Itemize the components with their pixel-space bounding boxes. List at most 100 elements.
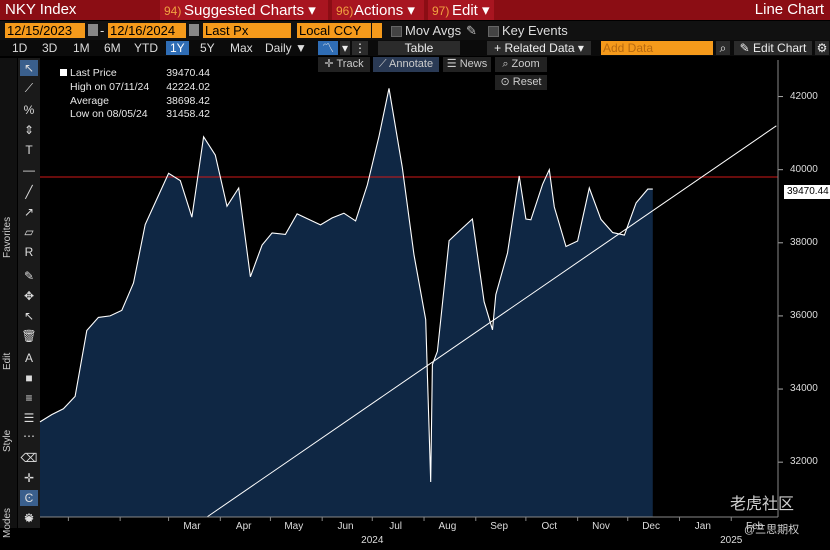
last-price-axis-label: 39470.44 <box>784 185 830 199</box>
magnet-icon[interactable]: Ͼ <box>20 490 38 506</box>
table-button[interactable]: Table <box>378 41 460 55</box>
period-3d[interactable]: 3D <box>42 41 58 55</box>
title-bar: NKY Index 94) Suggested Charts ▾ 96) Act… <box>0 0 830 20</box>
add-data-search-icon[interactable]: ⌕ <box>716 41 730 55</box>
horizontal-line-tool-icon[interactable]: — <box>23 163 35 177</box>
draw-line-tool-icon[interactable]: ⟋ <box>24 81 34 95</box>
y-tick-label: 36000 <box>790 309 818 321</box>
measure-tool-icon[interactable]: ⇕ <box>23 123 35 137</box>
line-chart-icon[interactable]: 〽 <box>318 41 338 55</box>
text-tool-icon[interactable]: T <box>25 143 33 157</box>
select-tool-icon[interactable]: ↖ <box>23 309 35 323</box>
year-label: 2025 <box>720 535 743 546</box>
x-tick-label: Jan <box>694 521 711 532</box>
period-1m[interactable]: 1M <box>73 41 90 55</box>
style-label: Style <box>2 429 13 452</box>
reset-button[interactable]: ⊙ Reset <box>495 75 547 90</box>
legend-low-value: 31458.42 <box>166 108 210 120</box>
period-max[interactable]: Max <box>230 41 253 55</box>
x-tick-label: Apr <box>235 521 252 532</box>
edit-chart-button[interactable]: ✎ Edit Chart <box>734 41 812 55</box>
x-tick-label: Aug <box>438 521 457 532</box>
edit-label: Edit <box>2 352 13 370</box>
legend-high-value: 42224.02 <box>166 81 210 93</box>
x-tick-label: Nov <box>592 521 610 532</box>
zoom-button[interactable]: ⌕ Zoom <box>495 57 547 72</box>
favorites-label: Favorites <box>2 216 13 258</box>
menu-number: 94) <box>164 4 182 18</box>
trash-icon[interactable]: 🗑 <box>21 329 37 343</box>
menu-label: Suggested Charts ▾ <box>184 2 316 19</box>
y-tick-label: 38000 <box>790 236 818 248</box>
field-select[interactable]: Last Px <box>203 23 291 38</box>
track-button[interactable]: ✛ Track <box>318 57 370 72</box>
y-tick-label: 40000 <box>790 163 818 175</box>
x-tick-label: Oct <box>541 521 558 532</box>
chart-options-gear-icon[interactable]: ⚙ <box>815 41 829 55</box>
y-tick-label: 34000 <box>790 383 818 395</box>
chart-type-label: Line Chart <box>754 1 824 18</box>
period-5y[interactable]: 5Y <box>200 41 215 55</box>
period-6m[interactable]: 6M <box>104 41 121 55</box>
crosshair-icon[interactable]: ✛ <box>23 471 35 485</box>
legend-last-value: 39470.44 <box>166 67 210 79</box>
series-swatch <box>60 69 67 76</box>
trendline-tool-icon[interactable]: ╱ <box>25 185 33 199</box>
period-1d[interactable]: 1D <box>12 41 28 55</box>
x-tick-label: Dec <box>642 521 660 532</box>
x-tick-label: Mar <box>183 521 201 532</box>
chart-style-dropdown[interactable]: ▾ <box>340 41 350 55</box>
edit-menu[interactable]: 97) Edit ▾ <box>428 0 494 20</box>
annotate-button[interactable]: ⟋ Annotate <box>373 57 439 72</box>
legend-average-value: 38698.42 <box>166 95 210 107</box>
drawing-toolbar: ↖ ⟋ % ⇕ T — ╱ ↗ ▱ R ✎ ✥ ↖ 🗑 A ■ ≡ ☰ ⋯ ⌫ … <box>18 58 40 528</box>
period-ytd[interactable]: YTD <box>134 41 158 55</box>
price-line <box>39 88 653 483</box>
move-tool-icon[interactable]: ✥ <box>23 289 35 303</box>
end-date-field[interactable]: 12/16/2024 <box>108 23 186 38</box>
channel-tool-icon[interactable]: ▱ <box>24 225 34 239</box>
calendar-icon[interactable] <box>189 24 199 36</box>
settings-gear-icon[interactable]: ⚙ <box>23 511 35 525</box>
pointer-tool-icon[interactable]: ↖ <box>20 60 38 76</box>
actions-menu[interactable]: 96) Actions ▾ <box>332 0 424 20</box>
font-style-icon[interactable]: A <box>24 351 33 365</box>
bar-style-icon[interactable]: ⋮ <box>352 41 368 55</box>
fill-color-icon[interactable]: ■ <box>25 371 33 385</box>
trendline <box>206 125 777 518</box>
currency-dropdown-arrow[interactable] <box>372 23 382 38</box>
color-palette-icon[interactable]: ● <box>25 511 33 525</box>
period-bar: 1D 3D 1M 6M YTD 1Y 5Y Max Daily ▼ 〽 ▾ ⋮ … <box>0 40 830 56</box>
key-events-checkbox[interactable] <box>488 26 499 37</box>
x-tick-label: Jun <box>337 521 354 532</box>
retracement-tool-icon[interactable]: R <box>24 245 34 259</box>
watermark-user: @三思期权 <box>744 524 800 536</box>
line-weight-icon[interactable]: ≡ <box>25 391 33 405</box>
mov-avgs-checkbox[interactable] <box>391 26 402 37</box>
percent-tool-icon[interactable]: % <box>23 103 35 117</box>
period-1y[interactable]: 1Y <box>166 41 189 55</box>
related-data-button[interactable]: + Related Data ▾ <box>487 41 591 55</box>
y-tick-label: 32000 <box>790 456 818 468</box>
frequency-select[interactable]: Daily ▼ <box>265 41 307 55</box>
legend-average-label: Average <box>70 95 109 107</box>
start-date-field[interactable]: 12/15/2023 <box>5 23 85 38</box>
price-area <box>40 88 653 518</box>
line-style-icon[interactable]: ☰ <box>23 411 35 425</box>
add-data-input[interactable]: Add Data <box>601 41 713 55</box>
suggested-charts-menu[interactable]: 94) Suggested Charts ▾ <box>160 0 328 20</box>
x-tick-label: Feb <box>745 521 764 532</box>
pencil-icon[interactable]: ✎ <box>466 23 477 38</box>
eraser-icon[interactable]: ⌫ <box>20 451 38 465</box>
year-label: 2024 <box>361 535 384 546</box>
news-button[interactable]: ☰ News <box>443 57 491 72</box>
menu-label: Actions ▾ <box>354 2 415 19</box>
watermark-brand: 老虎社区 <box>730 496 795 513</box>
pen-tool-icon[interactable]: ✎ <box>23 269 35 283</box>
calendar-icon[interactable] <box>88 24 98 36</box>
ticker-title[interactable]: NKY Index <box>5 1 77 18</box>
dashed-line-icon[interactable]: ⋯ <box>23 429 35 443</box>
menu-number: 97) <box>432 4 450 18</box>
ray-tool-icon[interactable]: ↗ <box>23 205 35 219</box>
currency-select[interactable]: Local CCY <box>297 23 371 38</box>
